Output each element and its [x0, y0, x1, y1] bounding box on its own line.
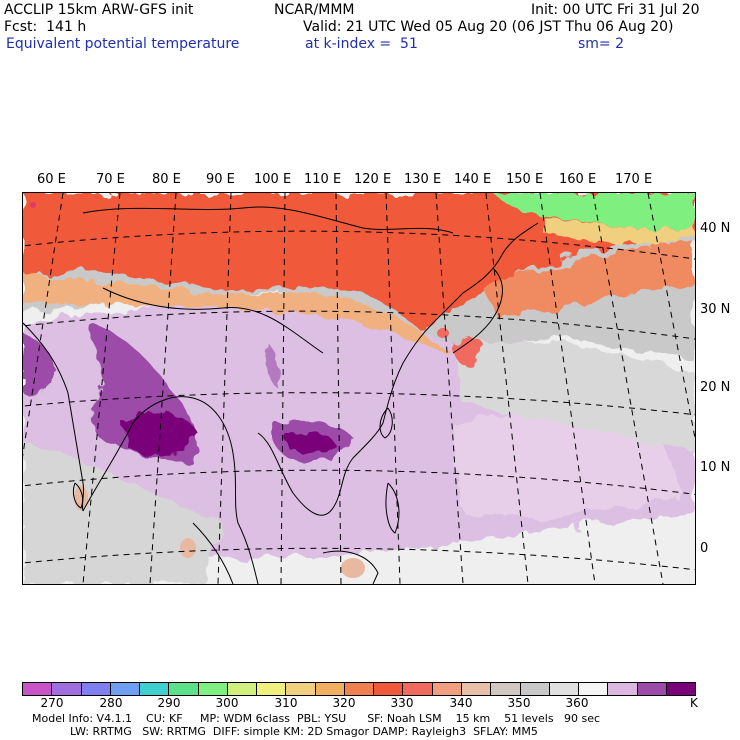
colorbar-segment [520, 683, 550, 695]
coast-taiwan [379, 407, 393, 439]
theta-e-patch-borneo [341, 558, 365, 578]
theta-e-spot [30, 202, 36, 208]
theta-e-warm-region [23, 193, 695, 368]
theta-e-high-region [23, 323, 353, 463]
colorbar [22, 682, 696, 696]
field-name: Equivalent potential temperature [6, 36, 240, 52]
colorbar-segment [491, 683, 521, 695]
colorbar-segment [81, 683, 111, 695]
colorbar-segment [461, 683, 492, 695]
theta-e-patch-korea [437, 328, 449, 338]
graticule [23, 193, 695, 584]
parallel-30n [23, 310, 695, 340]
footer-physics: LW: RRTMG SW: RRTMG DIFF: simple KM: 2D … [70, 725, 538, 738]
lon-label: 60 E [37, 172, 66, 187]
lon-label: 120 E [354, 172, 392, 187]
colorbar-segment [549, 683, 580, 695]
coast-indochina-china [257, 322, 434, 516]
colorbar-segment [52, 683, 82, 695]
lon-label: 70 E [96, 172, 125, 187]
coastlines [23, 206, 539, 584]
coast-sumatra [192, 522, 234, 584]
colorbar-segment [140, 683, 170, 695]
coast-japan [452, 267, 503, 354]
lat-label: 30 N [700, 302, 731, 317]
valid-time: Valid: 21 UTC Wed 05 Aug 20 (06 JST Thu … [303, 19, 674, 35]
parallel-20n [23, 392, 695, 416]
map-field-svg [23, 193, 695, 584]
colorbar-tick: 360 [565, 696, 589, 710]
model-title: ACCLIP 15km ARW-GFS init [4, 2, 194, 18]
colorbar-tick: 340 [449, 696, 473, 710]
org-label: NCAR/MMM [274, 2, 355, 18]
colorbar-tick: 320 [332, 696, 356, 710]
theta-e-patch-srilanka [74, 486, 88, 510]
colorbar-segment [286, 683, 316, 695]
theta-e-map [22, 192, 696, 585]
lat-label: 40 N [700, 221, 731, 236]
coast-philippines [385, 482, 400, 534]
colorbar-segment [432, 683, 462, 695]
lon-label: 80 E [152, 172, 181, 187]
forecast-hour: Fcst: 141 h [4, 19, 87, 35]
footer-model-info: Model Info: V4.1.1 CU: KF MP: WDM 6class… [32, 712, 601, 725]
lat-label: 0 [700, 541, 709, 556]
colorbar-tick: 330 [390, 696, 414, 710]
colorbar-segment [403, 683, 433, 695]
colorbar-segment [198, 683, 228, 695]
meridian [647, 193, 695, 441]
colorbar-segment [374, 683, 404, 695]
init-time: Init: 00 UTC Fri 31 Jul 20 [531, 2, 700, 18]
parallel-10n [23, 469, 695, 495]
theta-e-cool-region [493, 193, 695, 244]
colorbar-segment [315, 683, 345, 695]
colorbar-tick: 290 [157, 696, 181, 710]
colorbar-segment [608, 683, 638, 695]
lon-label: 130 E [404, 172, 442, 187]
level-label: at k-index = 51 [305, 36, 418, 52]
colorbar-segment [169, 683, 199, 695]
colorbar-segment [344, 683, 375, 695]
lon-label: 150 E [506, 172, 544, 187]
colorbar-tick: 280 [99, 696, 123, 710]
parallel-40n [23, 230, 695, 260]
colorbar-segment [257, 683, 287, 695]
coast-malay [237, 522, 259, 584]
lon-label: 160 E [559, 172, 597, 187]
theta-e-patch-sumatra [180, 538, 196, 558]
coast-east-asia [432, 222, 539, 324]
colorbar-segment [666, 683, 696, 695]
colorbar-segment [227, 683, 258, 695]
colorbar-segment [637, 683, 667, 695]
lon-label: 170 E [615, 172, 653, 187]
colorbar-tick: 270 [40, 696, 64, 710]
lon-label: 140 E [454, 172, 492, 187]
colorbar-unit: K [690, 696, 698, 710]
colorbar-segment [110, 683, 141, 695]
lon-label: 110 E [304, 172, 342, 187]
lat-label: 10 N [700, 460, 731, 475]
lon-label: 100 E [254, 172, 292, 187]
border-himalaya [102, 287, 324, 354]
coast-arabia-india [23, 322, 85, 512]
coast-bay-of-bengal [82, 396, 239, 524]
colorbar-segment [23, 683, 53, 695]
meridian [592, 193, 664, 584]
coast-srilanka [72, 482, 84, 509]
parallel-0 [23, 547, 695, 571]
colorbar-tick: 310 [274, 696, 298, 710]
lon-label: 90 E [206, 172, 235, 187]
lat-label: 20 N [700, 380, 731, 395]
border-north [82, 206, 454, 234]
smoothing-label: sm= 2 [578, 36, 625, 52]
colorbar-segment [579, 683, 609, 695]
coast-borneo [322, 550, 379, 584]
colorbar-tick: 300 [215, 696, 239, 710]
colorbar-tick: 350 [507, 696, 531, 710]
